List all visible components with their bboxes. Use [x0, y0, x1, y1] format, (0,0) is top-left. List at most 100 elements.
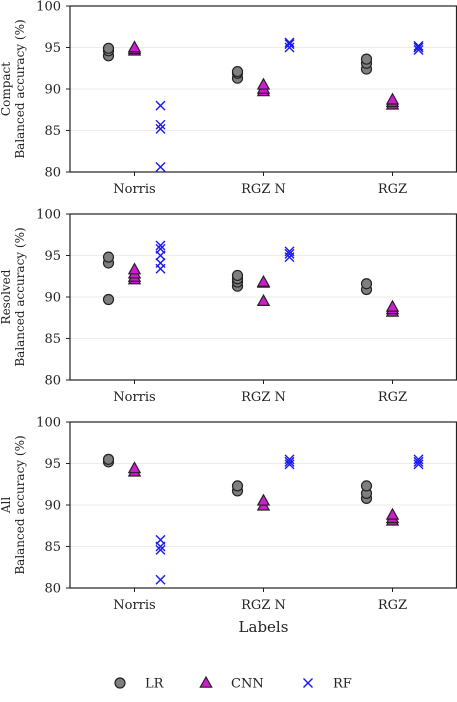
x-tick-label: RGZ N: [241, 390, 286, 405]
legend-item-rf: RF: [303, 677, 352, 692]
rf-stroke-b: [155, 544, 166, 555]
legend-marker-cnn: [199, 675, 213, 688]
data-points: [102, 240, 400, 317]
rf-stroke-b: [155, 119, 166, 130]
cnn-point: [256, 274, 271, 287]
rf-stroke-b: [284, 39, 295, 50]
y-tick-label: 95: [44, 41, 61, 56]
rf-point: [155, 534, 166, 545]
rf-point: [413, 44, 424, 55]
rf-point: [284, 246, 295, 257]
rf-point: [413, 456, 424, 467]
rf-stroke-b: [155, 574, 166, 585]
rf-stroke-b: [155, 123, 166, 134]
x-axis-label: Labels: [239, 618, 289, 636]
y-axis-label-line2: Balanced accuracy (%): [13, 19, 27, 158]
x-tick-label: RGZ: [378, 390, 407, 405]
y-axis-label-line1: All: [0, 497, 13, 515]
rf-point: [284, 37, 295, 48]
rf-stroke-b: [155, 240, 166, 251]
rf-stroke-b: [413, 454, 424, 465]
y-tick-label: 80: [44, 582, 61, 597]
cnn-point: [127, 461, 142, 474]
rf-stroke-b: [155, 162, 166, 173]
legend-item-cnn: CNN: [199, 675, 264, 692]
legend-marker-lr: [114, 677, 126, 689]
rf-point: [284, 39, 295, 50]
rf-point: [284, 248, 295, 259]
legend-label-rf: RF: [333, 677, 352, 692]
rf-point: [155, 100, 166, 111]
lr-point: [102, 251, 115, 263]
rf-stroke-b: [155, 243, 166, 254]
y-tick-label: 85: [44, 124, 61, 139]
y-tick-label: 100: [36, 208, 61, 223]
y-tick-label: 80: [44, 374, 61, 389]
lr-point: [360, 480, 373, 492]
lr-point: [231, 480, 244, 492]
rf-stroke-b: [155, 100, 166, 111]
y-tick-label: 85: [44, 332, 61, 347]
y-tick-label: 90: [44, 291, 61, 306]
y-tick-label: 90: [44, 499, 61, 514]
rf-stroke-b: [284, 454, 295, 465]
cnn-point: [385, 507, 400, 520]
rf-point: [155, 574, 166, 585]
rf-stroke-b: [413, 40, 424, 51]
data-points: [102, 453, 424, 585]
y-axis-label-line1: Resolved: [0, 269, 13, 324]
lr-point: [231, 65, 244, 78]
rf-point: [413, 454, 424, 465]
rf-stroke-b: [413, 42, 424, 53]
legend-label-cnn: CNN: [231, 677, 264, 692]
rf-point: [155, 243, 166, 254]
lr-point: [102, 42, 115, 54]
y-tick-label: 85: [44, 540, 61, 555]
lr-point: [360, 53, 373, 65]
rf-point: [413, 459, 424, 470]
lr-point: [360, 278, 373, 290]
rf-stroke-b: [284, 459, 295, 470]
y-tick-label: 95: [44, 457, 61, 472]
rf-point: [413, 40, 424, 51]
y-axis-label-line2: Balanced accuracy (%): [13, 435, 27, 574]
rf-point: [155, 162, 166, 173]
cnn-point: [127, 40, 142, 53]
x-tick-label: RGZ: [378, 182, 407, 197]
panel-2: 80 85 90 95 100 Norris RGZ N RGZ Resolved Balance…: [0, 208, 457, 405]
x-tick-label: RGZ: [378, 598, 407, 613]
x-tick-label: Norris: [113, 390, 155, 405]
rf-point: [155, 240, 166, 251]
rf-point: [155, 257, 166, 268]
rf-point: [284, 459, 295, 470]
rf-stroke-b: [284, 456, 295, 467]
lr-point: [231, 269, 244, 282]
y-tick-label: 100: [36, 416, 61, 431]
x-tick-label: RGZ N: [241, 598, 286, 613]
rf-stroke-b: [284, 248, 295, 259]
y-tick-label: 80: [44, 166, 61, 181]
rf-point: [155, 123, 166, 134]
y-tick-label: 90: [44, 83, 61, 98]
rf-stroke-b: [413, 44, 424, 55]
cnn-point: [385, 92, 400, 105]
cnn-point: [256, 77, 271, 90]
legend-item-lr: LR: [114, 677, 165, 692]
legend: LR CNN RF: [114, 675, 352, 692]
y-tick-label: 95: [44, 249, 61, 264]
rf-point: [413, 42, 424, 53]
lr-point: [102, 453, 115, 465]
rf-stroke-b: [284, 42, 295, 53]
rf-stroke-b: [284, 246, 295, 257]
rf-point: [284, 454, 295, 465]
cnn-point: [256, 293, 271, 306]
y-axis-label-line2: Balanced accuracy (%): [13, 227, 27, 366]
y-tick-label: 100: [36, 0, 61, 15]
x-tick-label: RGZ N: [241, 182, 286, 197]
cnn-point: [127, 262, 142, 275]
x-tick-label: Norris: [113, 598, 155, 613]
x-tick-label: Norris: [113, 182, 155, 197]
rf-stroke-b: [155, 257, 166, 268]
